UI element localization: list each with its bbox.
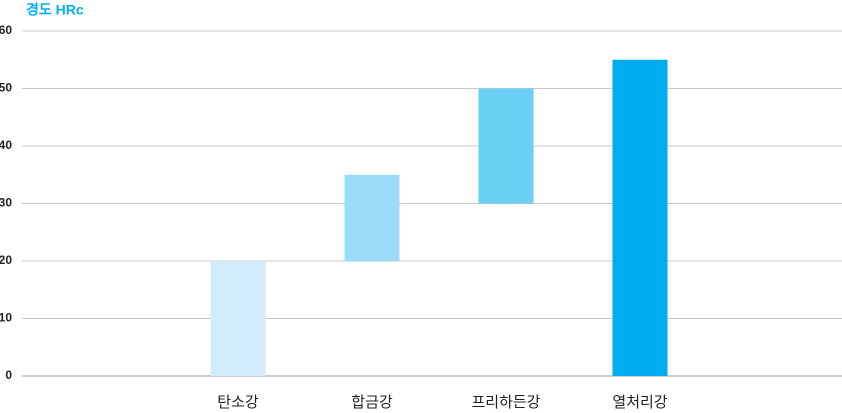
- y-tick-label: 40: [0, 138, 12, 152]
- y-tick-label: 10: [0, 311, 12, 325]
- y-tick-label: 20: [0, 253, 12, 267]
- x-tick-label: 합금강: [351, 394, 393, 411]
- y-tick-label: 30: [0, 196, 12, 210]
- y-tick-label: 50: [0, 81, 12, 95]
- y-tick-label: 0: [5, 368, 12, 382]
- bar: [344, 174, 400, 261]
- x-tick-label: 프리하든강: [471, 394, 540, 411]
- x-tick-label: 탄소강: [217, 394, 259, 411]
- y-axis-label: 경도 HRc: [26, 2, 84, 18]
- y-tick-label: 60: [0, 23, 12, 37]
- bar: [478, 88, 534, 204]
- bar: [210, 261, 266, 376]
- bar: [612, 59, 668, 376]
- x-tick-label: 열처리강: [612, 394, 667, 411]
